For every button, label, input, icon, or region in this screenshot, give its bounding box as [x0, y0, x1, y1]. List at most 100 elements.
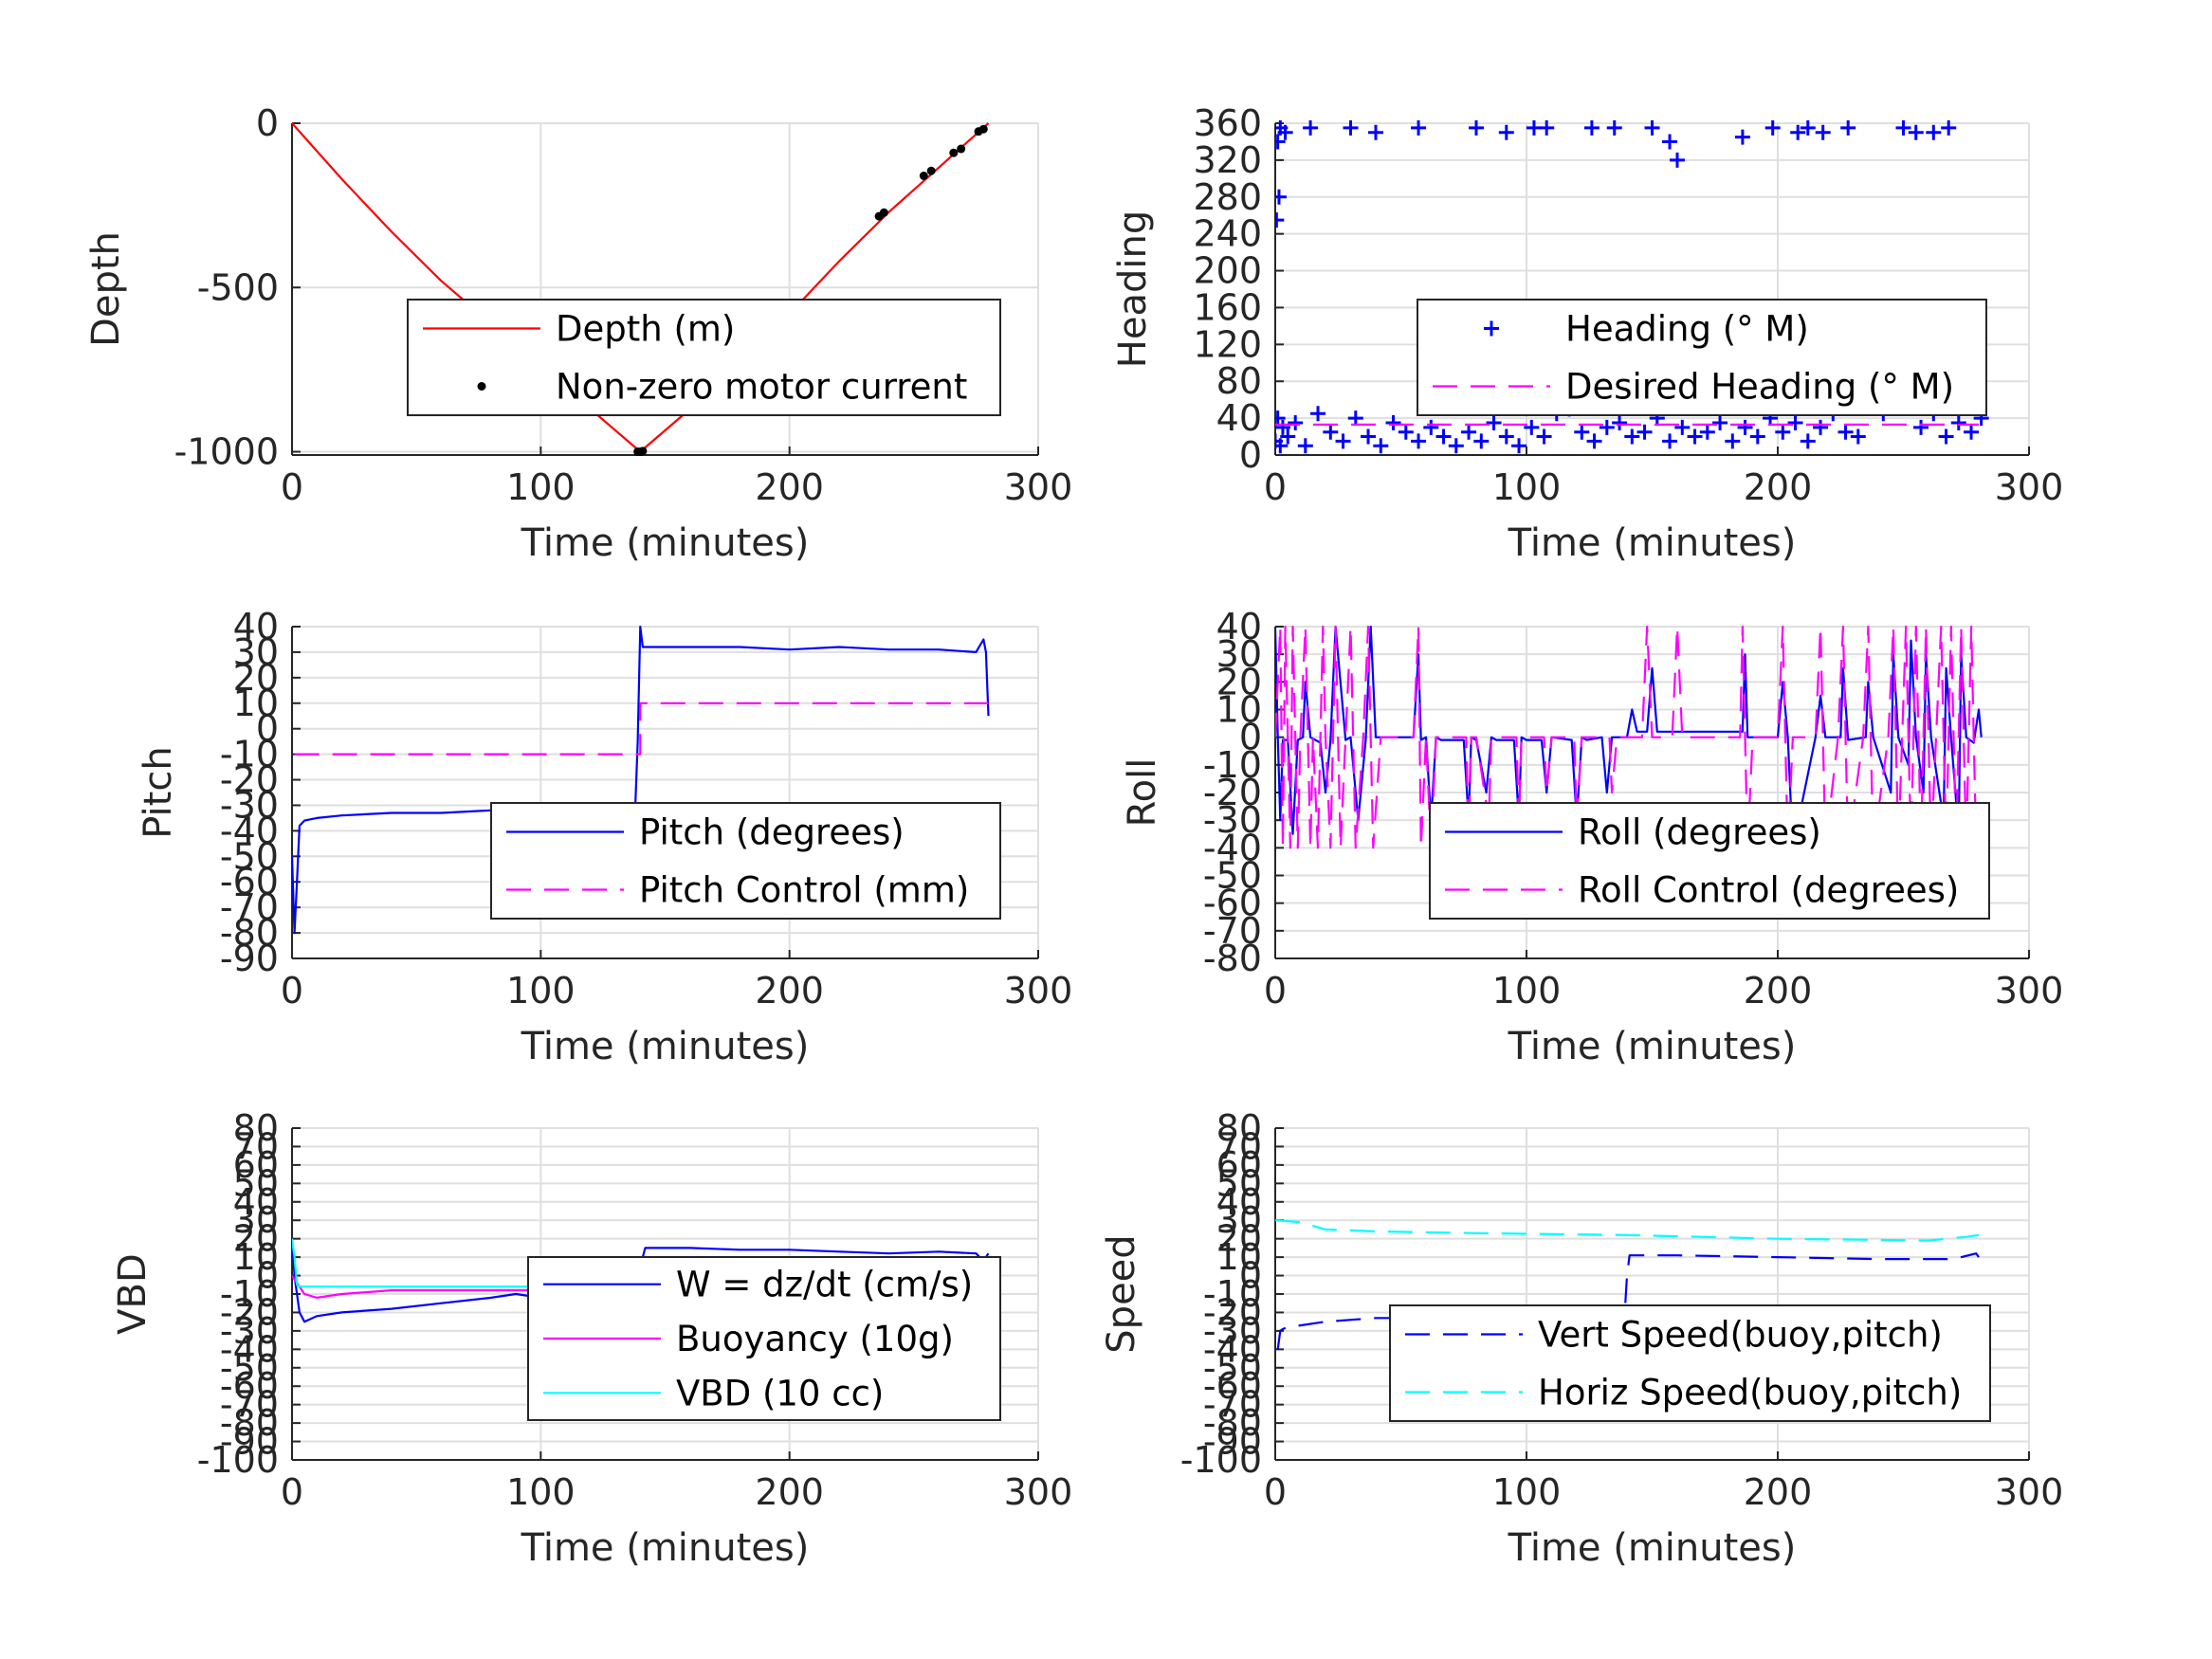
chart-roll: 0 100 200 300-80-70-60-50-40-30-20-10010203…: [1121, 606, 2063, 1068]
speed-ytick-label-17: 70: [1216, 1125, 1262, 1167]
speed-ytick-label-7: -30: [1203, 1310, 1262, 1352]
speed-series-0: [1276, 1252, 1980, 1350]
heading-series-0-point-64: [1277, 124, 1293, 140]
roll-ytick-label-7: -10: [1203, 744, 1262, 786]
heading-legend-swatch-0: [1484, 320, 1499, 337]
heading-xtick-label-2: 200: [1744, 466, 1813, 508]
vbd-legend-label-1: Buoyancy (10g): [676, 1319, 954, 1359]
pitch-ylabel: Pitch: [137, 746, 180, 838]
vbd-ytick-label-17: 70: [233, 1125, 279, 1167]
heading-series-0-point-11: [1361, 428, 1377, 445]
heading-series-0-point-5: [1288, 414, 1304, 430]
heading-series-0-point-70: [1498, 124, 1514, 140]
heading-series-0-point-72: [1539, 119, 1555, 136]
chart-speed: 0 100 200 300-100-90-80-70-60-50-40-30-20-1…: [1100, 1107, 2063, 1570]
vbd-ytick-label-15: 50: [233, 1162, 279, 1204]
depth-ytick-label-2: -1000: [174, 431, 279, 473]
vbd-ytick-label-18: 80: [233, 1107, 279, 1149]
heading-series-0-point-67: [1368, 124, 1383, 140]
depth-series-1-point-2: [638, 447, 648, 456]
speed-ytick-label-10: 0: [1239, 1255, 1262, 1297]
heading-series-0-point-78: [1734, 129, 1750, 145]
heading-series-0-point-39: [1712, 414, 1728, 430]
vbd-xtick-label-3: 300: [1004, 1471, 1073, 1513]
vbd-legend: W = dz/dt (cm/s) Buoyancy (10g) VBD (10 cc…: [527, 1256, 1001, 1421]
depth-xtick-label-3: 300: [1004, 466, 1073, 508]
heading-series-0-point-40: [1725, 433, 1741, 449]
speed-ytick-label-6: -40: [1203, 1328, 1262, 1370]
vbd-ytick-label-7: -30: [220, 1310, 279, 1352]
vbd-ytick-label-0: -100: [197, 1439, 279, 1481]
depth-legend-box: [407, 299, 1001, 416]
heading-series-0-point-33: [1636, 424, 1653, 440]
pitch-legend-box: [490, 802, 1001, 920]
roll-ytick-label-11: 30: [1216, 633, 1262, 675]
vbd-ytick-label-2: -80: [220, 1402, 279, 1444]
heading-series-0-point-84: [1895, 119, 1911, 136]
pitch-ytick-label-13: 40: [233, 606, 279, 647]
heading-series-0-point-75: [1644, 119, 1660, 136]
chart-pitch: 0 100 200 300-90-80-70-60-50-40-30-20-10010…: [137, 606, 1072, 1068]
heading-series-0-point-36: [1674, 419, 1691, 435]
heading-series-0-point-49: [1837, 424, 1854, 440]
speed-ytick-label-15: 50: [1216, 1162, 1262, 1204]
heading-series-0-point-45: [1787, 414, 1803, 430]
heading-series-0-point-2: [1275, 438, 1289, 454]
heading-ytick-label-9: 360: [1193, 102, 1262, 144]
heading-series-0-point-50: [1850, 428, 1866, 445]
pitch-ytick-label-7: -20: [220, 759, 279, 801]
vbd-ytick-label-11: 10: [233, 1236, 279, 1278]
speed-ytick-label-14: 40: [1216, 1181, 1262, 1223]
vbd-ytick-label-12: 20: [233, 1218, 279, 1260]
pitch-series-1: [294, 702, 989, 756]
roll-ytick-label-1: -70: [1203, 910, 1262, 952]
heading-series-0-point-69: [1469, 119, 1484, 136]
speed-series-1-line: [1275, 1219, 1980, 1242]
speed-ytick-label-16: 60: [1216, 1144, 1262, 1186]
roll-ytick-label-2: -60: [1203, 883, 1262, 924]
pitch-ytick-label-3: -60: [220, 861, 279, 902]
vbd-ytick-label-16: 60: [233, 1144, 279, 1186]
heading-series-0-point-14: [1398, 424, 1414, 440]
heading-series-0-point-13: [1385, 414, 1401, 430]
speed-ytick-label-0: -100: [1180, 1439, 1262, 1481]
heading-ytick-label-1: 40: [1216, 397, 1262, 439]
roll-xlabel: Time (minutes): [1508, 1025, 1797, 1068]
speed-xtick-label-2: 200: [1744, 1471, 1813, 1513]
speed-ytick-label-12: 20: [1216, 1218, 1262, 1260]
roll-legend: Roll (degrees) Roll Control (degrees): [1429, 802, 1990, 920]
depth-xlabel: Time (minutes): [521, 521, 810, 565]
depth-legend-label-0: Depth (m): [556, 309, 735, 350]
heading-series-0-point-79: [1764, 119, 1781, 136]
vbd-ytick-label-10: 0: [256, 1255, 279, 1297]
heading-series-0-point-66: [1343, 119, 1359, 136]
vbd-ytick-label-4: -60: [220, 1365, 279, 1407]
heading-series-0-point-32: [1624, 428, 1640, 445]
roll-ytick-label-9: 10: [1216, 689, 1262, 731]
pitch-series-0-line: [292, 625, 990, 935]
depth-legend: Depth (m) Non-zero motor current: [407, 299, 1001, 416]
heading-series-0-point-17: [1435, 428, 1452, 445]
heading-legend-box: [1417, 299, 1987, 416]
vbd-xtick-label-0: 0: [281, 1471, 303, 1513]
heading-xtick-label-1: 100: [1492, 466, 1562, 508]
heading-series-0-point-1: [1275, 410, 1286, 427]
heading-series-0-point-24: [1524, 419, 1540, 435]
heading-series-0-point-59: [1950, 414, 1966, 430]
roll-ytick-label-6: -20: [1203, 772, 1262, 813]
roll-xtick-label-3: 300: [1995, 970, 2064, 1012]
depth-ytick-label-0: 0: [256, 102, 279, 144]
speed-ylabel: Speed: [1100, 1234, 1143, 1353]
heading-xlabel: Time (minutes): [1508, 521, 1797, 565]
heading-series-0-point-89: [1275, 189, 1287, 205]
heading-series-0-point-38: [1699, 424, 1715, 440]
roll-legend-box: [1429, 802, 1990, 920]
pitch-xlabel: Time (minutes): [521, 1025, 810, 1068]
speed-ytick-label-8: -20: [1203, 1291, 1262, 1333]
pitch-xtick-label-2: 200: [755, 970, 824, 1012]
heading-legend-label-0: Heading (° M): [1565, 309, 1809, 350]
pitch-ytick-label-9: 0: [256, 708, 279, 750]
heading-series-0-point-8: [1323, 424, 1339, 440]
heading-series-0-point-86: [1926, 124, 1942, 140]
speed-series-0-line: [1276, 1252, 1980, 1350]
